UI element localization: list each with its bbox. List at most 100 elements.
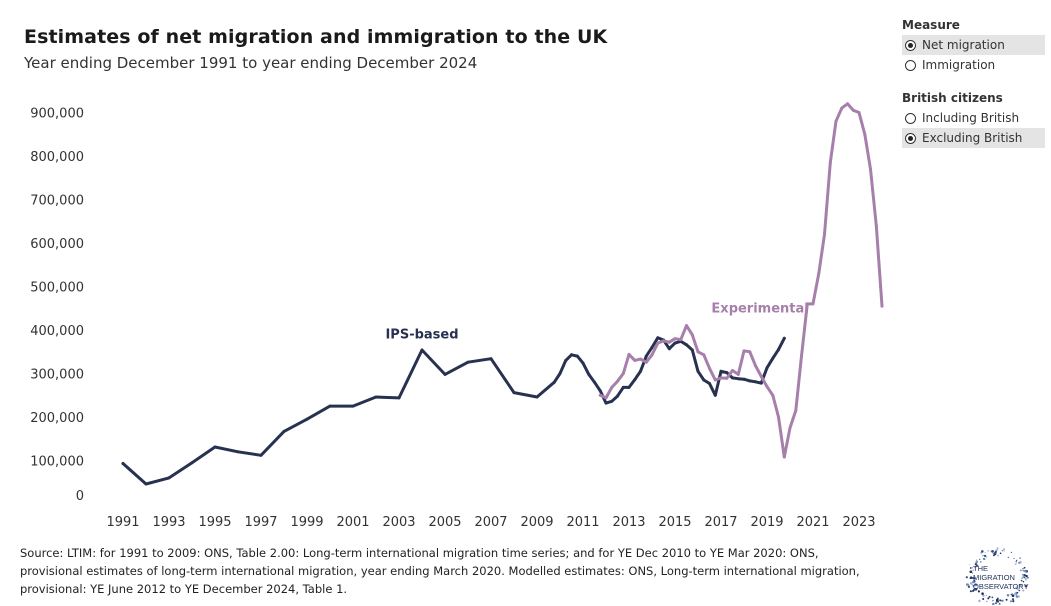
data-point[interactable]	[748, 350, 752, 354]
data-point[interactable]	[650, 353, 654, 357]
data-point[interactable]	[604, 401, 608, 405]
data-point[interactable]	[616, 394, 619, 398]
data-point[interactable]	[708, 382, 711, 385]
data-point[interactable]	[167, 476, 171, 480]
data-point[interactable]	[598, 389, 602, 393]
data-point[interactable]	[765, 366, 769, 370]
data-point[interactable]	[771, 393, 775, 397]
data-point[interactable]	[644, 360, 648, 364]
data-point[interactable]	[857, 111, 861, 114]
data-point[interactable]	[610, 385, 614, 389]
data-point[interactable]	[690, 348, 694, 352]
data-point[interactable]	[633, 378, 637, 382]
measure-option-immigration[interactable]: Immigration	[902, 55, 1045, 75]
data-point[interactable]	[736, 377, 740, 381]
data-point[interactable]	[719, 369, 723, 373]
data-point[interactable]	[782, 336, 786, 340]
data-point[interactable]	[639, 369, 642, 373]
data-point[interactable]	[610, 399, 614, 403]
data-point[interactable]	[587, 372, 591, 376]
data-point[interactable]	[575, 354, 579, 358]
series-line-experimental[interactable]	[598, 102, 884, 459]
data-point[interactable]	[621, 372, 625, 375]
data-point[interactable]	[702, 353, 706, 357]
data-point[interactable]	[351, 404, 355, 408]
data-point[interactable]	[328, 404, 332, 408]
data-point[interactable]	[466, 360, 470, 364]
data-point[interactable]	[564, 358, 568, 362]
data-point[interactable]	[644, 354, 648, 358]
data-point[interactable]	[863, 132, 867, 136]
data-point[interactable]	[696, 350, 700, 354]
data-point[interactable]	[725, 371, 729, 375]
data-point[interactable]	[690, 333, 694, 337]
data-point[interactable]	[397, 396, 401, 400]
data-point[interactable]	[731, 369, 734, 372]
data-point[interactable]	[800, 354, 803, 358]
data-point[interactable]	[869, 167, 872, 171]
british-option-including[interactable]: Including British	[902, 108, 1045, 128]
data-point[interactable]	[570, 353, 573, 357]
data-point[interactable]	[144, 482, 148, 486]
data-point[interactable]	[840, 106, 844, 110]
data-point[interactable]	[662, 339, 665, 343]
migration-observatory-logo[interactable]: THE MIGRATION OBSERVATORY	[955, 543, 1043, 605]
data-point[interactable]	[874, 224, 878, 228]
data-point[interactable]	[259, 453, 263, 457]
data-point[interactable]	[811, 302, 815, 306]
data-point[interactable]	[719, 376, 723, 380]
data-point[interactable]	[673, 341, 677, 345]
data-point[interactable]	[702, 378, 706, 382]
data-point[interactable]	[708, 366, 711, 370]
data-point[interactable]	[679, 338, 683, 342]
data-point[interactable]	[805, 302, 809, 306]
data-point[interactable]	[754, 364, 757, 368]
data-point[interactable]	[742, 377, 746, 381]
data-point[interactable]	[627, 352, 631, 356]
data-point[interactable]	[598, 393, 602, 397]
data-point[interactable]	[759, 381, 763, 385]
data-point[interactable]	[788, 426, 792, 430]
data-point[interactable]	[846, 102, 849, 106]
data-point[interactable]	[593, 380, 596, 384]
data-point[interactable]	[673, 337, 677, 341]
data-point[interactable]	[236, 450, 240, 454]
data-point[interactable]	[782, 455, 786, 459]
measure-option-net-migration[interactable]: Net migration	[902, 35, 1045, 55]
data-point[interactable]	[685, 343, 688, 347]
data-point[interactable]	[121, 462, 125, 465]
data-point[interactable]	[667, 347, 671, 351]
data-point[interactable]	[725, 376, 729, 380]
data-point[interactable]	[742, 349, 746, 353]
data-point[interactable]	[696, 369, 700, 373]
data-point[interactable]	[213, 445, 217, 449]
data-point[interactable]	[765, 385, 769, 389]
data-point[interactable]	[282, 429, 286, 433]
data-point[interactable]	[443, 372, 447, 376]
data-point[interactable]	[420, 348, 424, 352]
data-point[interactable]	[794, 409, 798, 412]
data-point[interactable]	[851, 108, 855, 112]
data-point[interactable]	[639, 357, 642, 361]
data-point[interactable]	[771, 356, 775, 360]
data-point[interactable]	[604, 396, 608, 400]
data-point[interactable]	[777, 348, 780, 352]
data-point[interactable]	[633, 358, 637, 362]
data-point[interactable]	[777, 415, 780, 419]
data-point[interactable]	[828, 161, 832, 164]
data-point[interactable]	[667, 340, 671, 344]
data-point[interactable]	[621, 385, 625, 389]
data-point[interactable]	[552, 380, 556, 384]
british-option-excluding[interactable]: Excluding British	[902, 128, 1045, 148]
data-point[interactable]	[512, 391, 516, 395]
data-point[interactable]	[817, 271, 821, 275]
data-point[interactable]	[650, 345, 654, 349]
data-point[interactable]	[190, 461, 194, 465]
data-point[interactable]	[748, 379, 752, 383]
data-point[interactable]	[713, 393, 717, 397]
data-point[interactable]	[489, 357, 493, 361]
data-point[interactable]	[731, 376, 734, 380]
data-point[interactable]	[759, 375, 763, 378]
data-point[interactable]	[754, 380, 757, 384]
data-point[interactable]	[656, 336, 660, 340]
